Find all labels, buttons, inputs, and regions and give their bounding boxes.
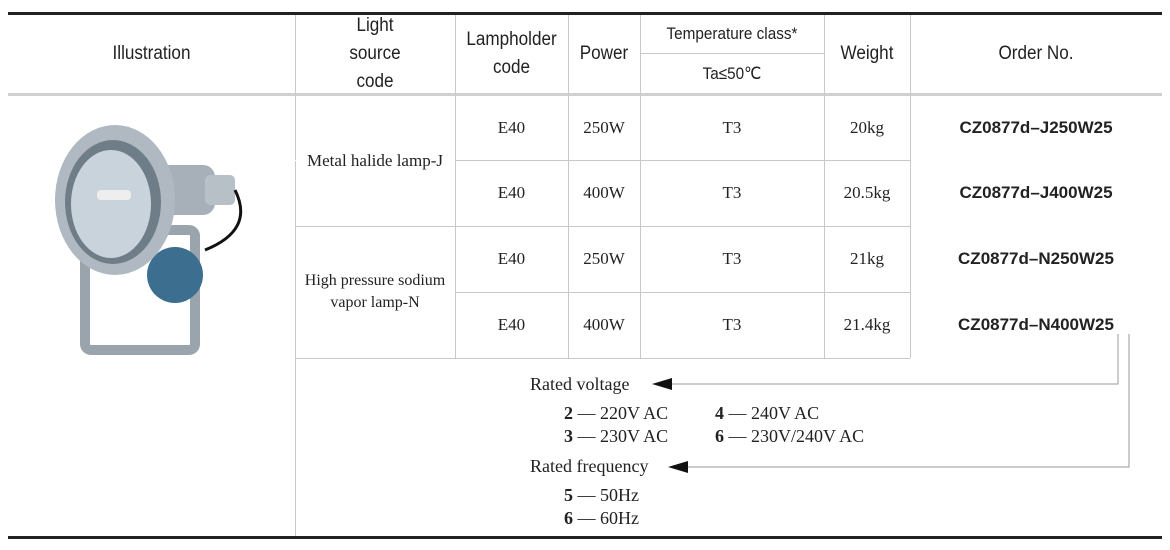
- power-cell: 400W: [583, 315, 625, 334]
- header-temperature: Temperature class*: [666, 24, 798, 43]
- voltage-option: 6 — 230V/240V AC: [715, 426, 865, 446]
- top-rule: [8, 12, 1162, 15]
- order-cell: CZ0877d–J250W25: [959, 117, 1113, 137]
- power-cell: 250W: [583, 117, 625, 137]
- group-hps: High pressure sodium vapor lamp-N: [304, 272, 446, 311]
- temp-cell: T3: [722, 249, 742, 268]
- header-rule: [8, 93, 1162, 96]
- order-cell: CZ0877d–N400W25: [958, 315, 1114, 334]
- temp-cell: T3: [722, 117, 742, 137]
- frequency-option: 5 — 50Hz: [564, 485, 639, 505]
- floodlight-illustration: [55, 125, 243, 355]
- voltage-option: 2 — 240V AC— 220V AC: [564, 403, 669, 423]
- weight-cell: 21kg: [850, 249, 884, 268]
- frequency-option: 6 — 60Hz: [564, 508, 639, 528]
- header-lampholder: Lampholder code: [466, 29, 557, 78]
- lampholder-cell: E40: [497, 117, 526, 137]
- weight-cell: 21.4kg: [843, 315, 891, 334]
- order-cell: CZ0877d–J400W25: [959, 183, 1113, 202]
- header-light-source: Light source code: [349, 15, 401, 92]
- bottom-rule: [8, 536, 1162, 539]
- header-order: Order No.: [998, 43, 1074, 64]
- power-cell: 250W: [583, 249, 625, 268]
- rated-frequency-title: Rated frequency: [530, 456, 649, 476]
- lampholder-cell: E40: [497, 183, 526, 202]
- rated-voltage-title: Rated voltage: [530, 374, 630, 394]
- power-cell: 400W: [583, 183, 625, 202]
- voltage-option: 3 — 230V AC: [564, 426, 669, 446]
- lampholder-cell: E40: [497, 315, 526, 334]
- header-temperature-sub: Ta≤50℃: [702, 63, 762, 83]
- header-weight: Weight: [840, 43, 894, 64]
- order-cell: CZ0877d–N250W25: [958, 249, 1114, 268]
- group-metal-halide: Metal halide lamp-J: [307, 150, 443, 170]
- header-power: Power: [579, 43, 629, 64]
- voltage-option: 4 — 240V AC: [715, 403, 820, 423]
- temp-cell: T3: [722, 315, 742, 334]
- weight-cell: 20.5kg: [843, 183, 891, 202]
- lampholder-cell: E40: [497, 249, 526, 268]
- weight-cell: 20kg: [850, 117, 884, 137]
- temp-cell: T3: [722, 183, 742, 202]
- header-illustration: Illustration: [112, 43, 191, 64]
